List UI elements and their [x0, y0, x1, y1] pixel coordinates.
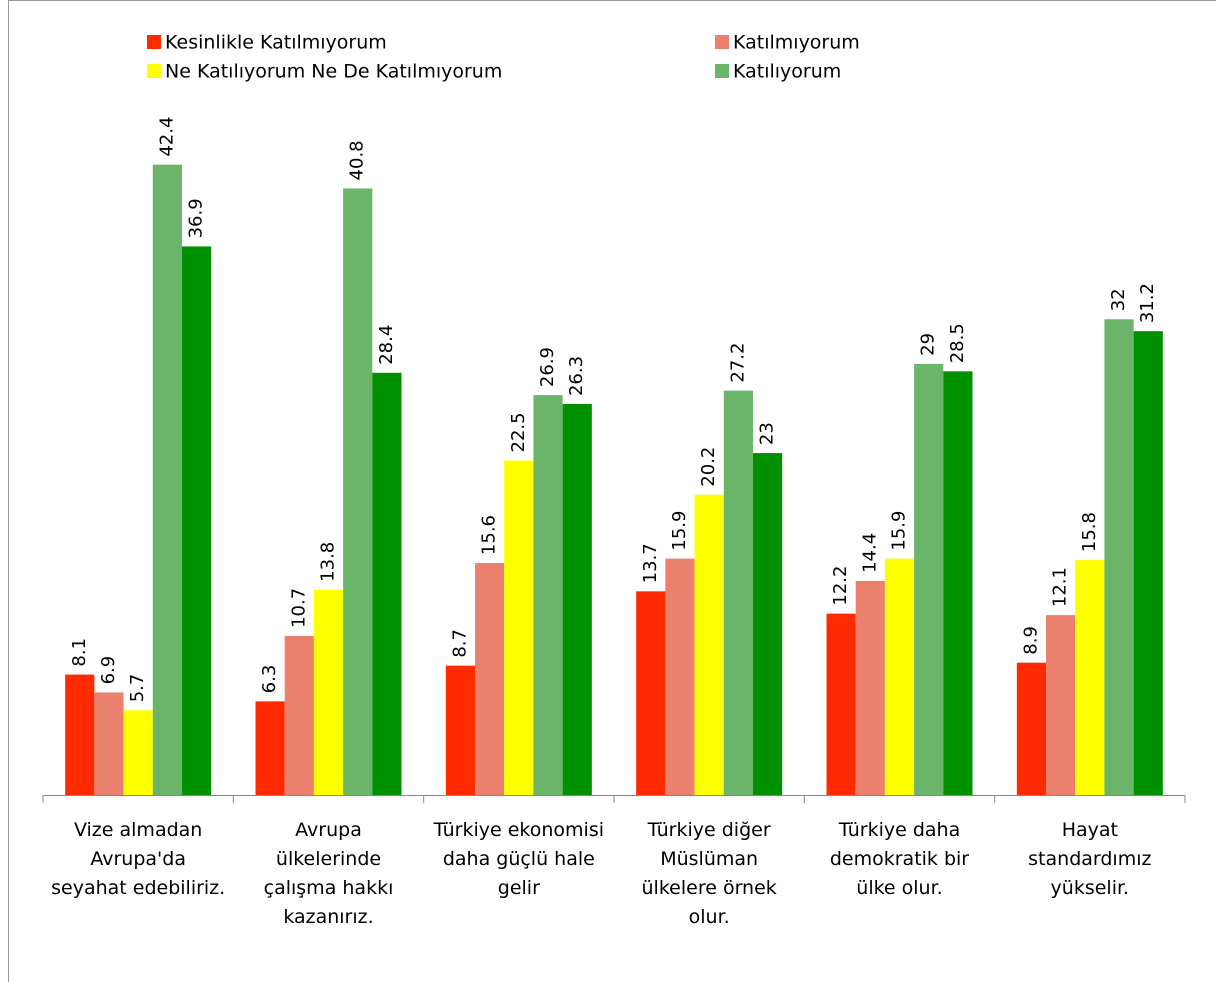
x-tick-label: Türkiye daha demokratik bir ülke olur.: [829, 819, 970, 899]
value-label: 8.7: [449, 629, 470, 658]
x-tick-label: Vize almadan Avrupa'da seyahat edebiliri…: [51, 819, 226, 899]
bar: [255, 701, 285, 795]
x-tick-label: Türkiye ekonomisi daha güçlü hale gelir: [433, 819, 605, 899]
value-label: 15.6: [479, 515, 500, 555]
bar: [533, 395, 563, 795]
value-label: 26.9: [537, 347, 558, 387]
value-label: 6.3: [259, 665, 280, 694]
value-label: 8.9: [1020, 626, 1041, 655]
value-label: 22.5: [508, 412, 529, 452]
bar: [884, 558, 915, 795]
bar: [1133, 331, 1163, 795]
legend-label: Katılıyorum: [733, 61, 841, 83]
bar: [313, 589, 344, 795]
value-label: 15.8: [1079, 512, 1100, 552]
bar: [1046, 615, 1076, 795]
value-label: 20.2: [698, 447, 719, 487]
value-label: 8.1: [69, 638, 90, 667]
value-label: 27.2: [727, 343, 748, 383]
bar: [343, 188, 373, 795]
bar: [855, 580, 885, 795]
bar: [445, 665, 476, 795]
value-label: 10.7: [288, 588, 309, 628]
bar: [694, 494, 724, 795]
value-label: 13.7: [640, 543, 661, 583]
value-label: 28.5: [947, 323, 968, 363]
value-label: 31.2: [1137, 283, 1158, 323]
bar: [372, 372, 402, 795]
bar: [284, 635, 314, 795]
bar: [152, 164, 182, 796]
legend-swatch: [147, 64, 161, 78]
x-tick-label: Türkiye diğer Müslüman ülkelere örnek ol…: [641, 819, 777, 928]
bar: [65, 674, 95, 795]
value-label: 5.7: [127, 674, 148, 703]
bar: [123, 710, 153, 795]
value-label: 28.4: [376, 325, 397, 365]
legend-swatch: [147, 35, 161, 49]
value-label: 13.8: [318, 542, 339, 582]
value-label: 6.9: [98, 656, 119, 685]
bar: [943, 371, 973, 795]
bar: [826, 613, 856, 795]
bar: [914, 363, 944, 795]
legend-swatch: [715, 64, 729, 78]
value-label: 15.9: [889, 511, 910, 551]
value-label: 42.4: [156, 117, 177, 157]
legend-label: Ne Katılıyorum Ne De Katılmıyorum: [165, 61, 502, 83]
value-label: 40.8: [347, 140, 368, 180]
legend-label: Katılmıyorum: [733, 32, 860, 54]
bar: [562, 404, 592, 795]
bar: [1016, 662, 1047, 795]
value-label: 15.9: [669, 511, 690, 551]
legend-label: Kesinlikle Katılmıyorum: [165, 32, 387, 54]
bar: [94, 692, 124, 795]
x-tick-label: Avrupa ülkelerinde çalışma hakkı kazanır…: [263, 819, 394, 928]
bar: [636, 591, 666, 795]
value-label: 14.4: [859, 533, 880, 573]
x-tick-label: Hayat standardımız yükselir.: [1028, 819, 1152, 899]
value-label: 12.2: [830, 566, 851, 606]
bar: [475, 563, 505, 795]
value-label: 26.3: [566, 356, 587, 396]
value-label: 29: [918, 333, 939, 356]
bar: [723, 390, 753, 795]
value-label: 32: [1108, 288, 1129, 311]
bar: [752, 453, 783, 795]
value-label: 12.1: [1050, 567, 1071, 607]
legend-swatch: [715, 35, 729, 49]
value-label: 36.9: [186, 198, 207, 238]
bar: [1104, 319, 1134, 795]
bar: [1075, 560, 1105, 795]
bar: [665, 558, 695, 795]
bar: [181, 246, 212, 796]
bar: [504, 460, 534, 795]
value-label: 23: [757, 422, 778, 445]
